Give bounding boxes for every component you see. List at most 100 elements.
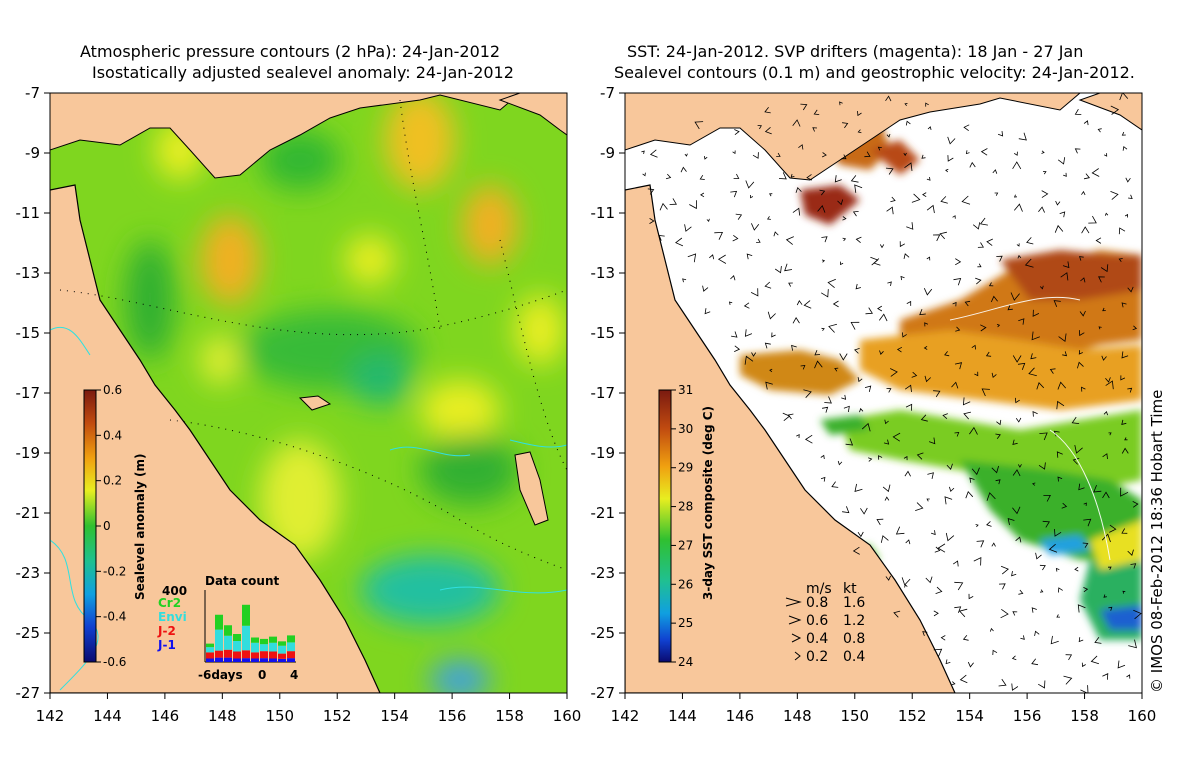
velocity-arrow: [905, 539, 911, 545]
velocity-arrow: [764, 281, 772, 289]
velocity-arrow: [1012, 506, 1021, 515]
right-title-line1: SST: 24-Jan-2012. SVP drifters (magenta)…: [627, 42, 1084, 61]
y-tick-label-right: -11: [591, 204, 616, 222]
count-bar-segment-j2: [215, 650, 223, 658]
y-tick-label-right: -7: [600, 84, 615, 102]
velocity-arrow: [684, 224, 692, 232]
velocity-arrow: [1080, 277, 1086, 283]
velocity-arrow: [939, 231, 947, 240]
velocity-arrow: [904, 470, 911, 477]
velocity-arrow: [1036, 382, 1045, 390]
velocity-arrow: [946, 463, 953, 470]
velocity-arrow: [1032, 410, 1038, 417]
velocity-arrow: [1104, 212, 1109, 216]
velocity-arrow: [955, 326, 961, 332]
velocity-arrow: [1058, 587, 1063, 593]
velocity-arrow: [1030, 353, 1037, 360]
velocity-arrow: [1103, 410, 1108, 416]
velocity-arrow: [986, 521, 992, 527]
velocity-arrow: [812, 127, 818, 132]
velocity-arrow: [1013, 194, 1018, 198]
velocity-arrow: [1048, 543, 1058, 553]
velocity-arrow: [792, 119, 801, 127]
velocity-arrow: [1121, 351, 1129, 359]
velocity-legend-ms: 0.4: [806, 631, 828, 647]
velocity-arrow: [904, 384, 912, 393]
velocity-arrow: [767, 216, 771, 220]
velocity-arrow: [734, 345, 741, 352]
velocity-arrow: [925, 576, 933, 584]
data-count-title: Data count: [205, 574, 280, 588]
velocity-arrow: [947, 155, 954, 162]
velocity-arrow: [732, 150, 736, 155]
velocity-arrow: [1039, 432, 1048, 441]
velocity-legend-arrow: [794, 651, 801, 661]
velocity-arrow: [857, 110, 862, 117]
velocity-arrow: [751, 352, 757, 357]
velocity-arrow: [1038, 206, 1045, 213]
velocity-arrow: [1095, 237, 1102, 244]
colorbar-tick-label: -0.4: [103, 610, 126, 624]
velocity-arrow: [1041, 150, 1045, 154]
velocity-arrow: [1081, 386, 1086, 392]
velocity-arrow: [790, 173, 795, 178]
velocity-arrow: [906, 222, 914, 230]
velocity-arrow: [704, 156, 708, 160]
sst-colorbar: [658, 389, 672, 663]
velocity-legend-kt: 1.6: [843, 595, 865, 611]
velocity-arrow: [800, 365, 806, 370]
png-landmass-right: [625, 93, 1081, 181]
velocity-arrow: [850, 321, 860, 330]
left-title-line2: Isostatically adjusted sealevel anomaly:…: [92, 63, 514, 82]
x-tick-label-right: 150: [840, 707, 869, 725]
count-bar-segment-j2: [224, 649, 232, 658]
velocity-arrow: [1013, 151, 1018, 156]
count-bar-segment-j2: [287, 651, 295, 659]
velocity-arrow: [997, 131, 1004, 137]
x-tick-label-right: 146: [726, 707, 755, 725]
velocity-arrow: [854, 348, 860, 354]
colorbar-tick-label: 25: [678, 616, 693, 630]
velocity-arrow: [994, 192, 999, 196]
velocity-arrow: [1109, 524, 1117, 533]
velocity-arrow: [850, 175, 859, 183]
velocity-arrow: [971, 344, 976, 350]
velocity-arrow: [975, 524, 979, 528]
velocity-arrow: [1012, 469, 1021, 477]
velocity-arrow: [1102, 453, 1108, 460]
pressure-contours: [59, 99, 567, 571]
sst-colorbar-label: 3-day SST composite (deg C): [701, 406, 715, 600]
velocity-arrow: [1083, 120, 1089, 126]
colorbar-tick-label: 0: [103, 519, 111, 533]
velocity-arrow: [1128, 194, 1133, 199]
velocity-arrow: [1103, 594, 1107, 598]
velocity-arrow: [1118, 258, 1123, 262]
velocity-arrow: [1024, 258, 1034, 268]
velocity-arrow: [1101, 355, 1107, 361]
velocity-arrow: [814, 360, 823, 369]
velocity-legend-kt-header: kt: [843, 581, 857, 597]
velocity-arrow: [933, 610, 939, 617]
velocity-arrow: [857, 129, 862, 134]
velocity-arrow: [1000, 565, 1009, 575]
velocity-arrow: [1042, 520, 1050, 528]
velocity-arrow: [886, 388, 892, 393]
y-tick-label-left: -15: [16, 324, 41, 342]
velocity-arrow: [996, 255, 1003, 262]
sst-patches: [740, 93, 1142, 640]
x-tick-label-right: 158: [1070, 707, 1099, 725]
velocity-arrow: [926, 176, 931, 181]
velocity-arrow: [972, 222, 981, 230]
velocity-arrow: [900, 275, 905, 281]
velocity-arrow: [750, 194, 754, 199]
velocity-arrow: [1037, 680, 1046, 689]
velocity-arrow: [1012, 161, 1022, 170]
count-bar-segment-j1: [224, 657, 232, 662]
velocity-arrow: [1080, 685, 1089, 693]
x-tick-label-left: 152: [323, 707, 352, 725]
velocity-arrow: [769, 193, 773, 197]
velocity-arrow: [647, 188, 655, 195]
velocity-arrow: [903, 455, 908, 461]
velocity-arrow: [842, 216, 847, 221]
velocity-arrow: [1081, 226, 1090, 234]
